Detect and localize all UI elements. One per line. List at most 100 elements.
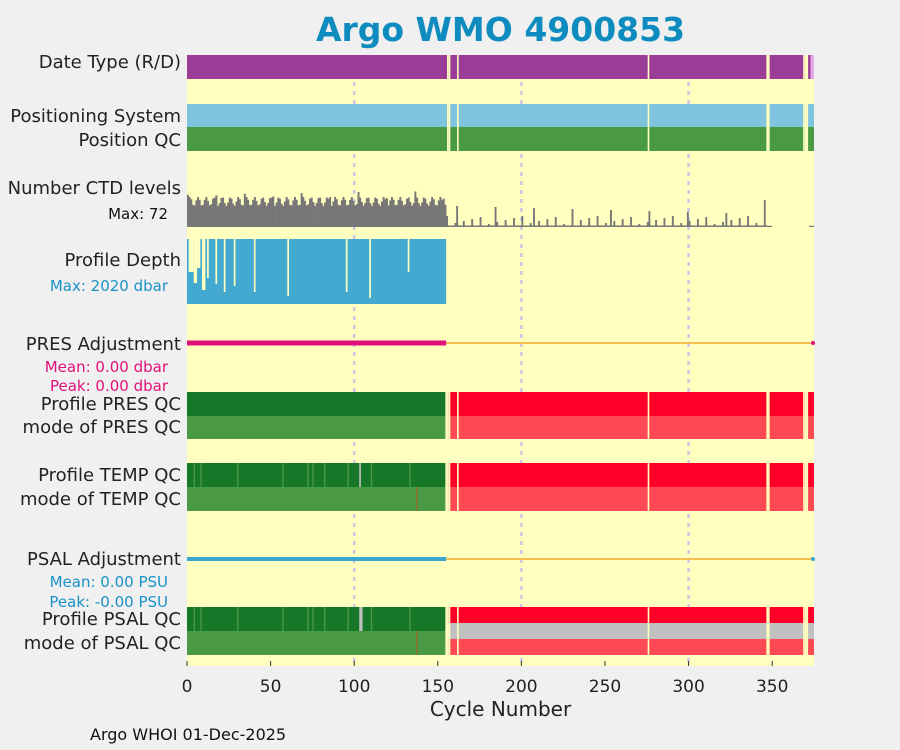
ctd-level-bar	[482, 225, 485, 227]
ctd-level-bar	[462, 221, 465, 227]
ctd-level-bar	[322, 205, 325, 227]
ctd-level-bar	[257, 205, 260, 227]
ctd-level-bar	[569, 225, 572, 227]
temp-qc-flag	[193, 463, 195, 487]
gap-line	[447, 607, 449, 655]
x-tick-label: 350	[756, 677, 788, 697]
ctd-level-bar	[300, 193, 303, 227]
ctd-level-bar	[360, 202, 363, 227]
ctd-level-bar	[760, 225, 763, 227]
profile-pres-qc-bad-band	[446, 392, 814, 416]
ctd-level-bar	[718, 225, 721, 227]
depth-notch	[188, 239, 194, 272]
psal-qc-grey-flag	[359, 607, 363, 631]
ctd-level-bar	[633, 225, 636, 227]
ctd-level-bar	[407, 197, 410, 227]
ctd-level-bar	[601, 225, 604, 227]
ctd-level-bar	[757, 225, 760, 227]
ctd-level-bar	[620, 225, 622, 227]
ctd-level-bar	[596, 216, 599, 227]
ctd-level-bar	[578, 225, 581, 227]
ctd-level-bar	[524, 225, 527, 227]
ctd-level-bar	[387, 205, 390, 227]
ctd-level-bar	[342, 197, 345, 227]
ctd-level-bar	[605, 223, 607, 227]
ctd-level-bar	[452, 225, 455, 227]
ctd-level-bar	[765, 225, 768, 227]
x-tick-label: 300	[672, 677, 704, 697]
ctd-level-bar	[275, 202, 278, 227]
ctd-level-bar	[409, 202, 412, 227]
ctd-level-bar	[290, 205, 293, 227]
ctd-level-bar	[334, 197, 337, 227]
psal-qc-flag	[237, 607, 239, 631]
ctd-level-bar	[399, 197, 402, 227]
ctd-level-bar	[319, 197, 322, 227]
gap-line	[766, 55, 768, 79]
ctd-level-bar	[538, 221, 540, 227]
ctd-level-bar	[559, 225, 562, 227]
ctd-level-bar	[288, 204, 291, 227]
ctd-level-bar	[253, 197, 256, 227]
ctd-level-bar	[426, 203, 429, 227]
temp-qc-flag	[324, 463, 326, 487]
ctd-level-bar	[733, 225, 736, 227]
ctd-level-bar	[449, 225, 452, 227]
label-position-qc: Position QC	[78, 130, 181, 151]
ctd-level-bar	[327, 198, 330, 227]
gap-line	[445, 392, 447, 439]
ctd-level-bar	[618, 225, 621, 227]
ctd-level-bar	[611, 225, 614, 227]
pres-peak: Peak: 0.00 dbar	[49, 377, 168, 395]
positioning-system-band	[187, 104, 814, 127]
gap-line	[448, 392, 451, 439]
ctd-level-bar	[434, 204, 437, 227]
ctd-level-bar	[593, 225, 596, 227]
ctd-level-bar	[390, 197, 393, 227]
ctd-level-bar	[193, 205, 196, 227]
ctd-level-bar	[325, 197, 328, 227]
ctd-level-bar	[625, 225, 627, 227]
ctd-level-bar	[245, 197, 248, 227]
ctd-level-bar	[225, 205, 228, 227]
ctd-level-bar	[457, 225, 460, 227]
temp-qc-flag	[312, 463, 314, 487]
ctd-level-bar	[411, 205, 414, 227]
gap-line	[766, 392, 768, 439]
footer-credit: Argo WHOI 01-Dec-2025	[90, 725, 287, 744]
psal-qc-flag	[312, 607, 314, 631]
ctd-level-bar	[588, 218, 591, 227]
ctd-level-bar	[278, 198, 281, 227]
ctd-level-bar	[273, 205, 276, 227]
ctd-level-bar	[738, 218, 741, 227]
chart-title: Argo WMO 4900853	[315, 10, 686, 49]
ctd-level-bar	[686, 212, 689, 227]
ctd-level-bar	[594, 225, 597, 227]
ctd-level-bar	[708, 225, 711, 227]
psal-qc-flag	[409, 607, 411, 631]
ctd-level-bar	[384, 199, 387, 227]
ctd-level-bar	[192, 204, 194, 227]
temp-qc-grey-flag	[359, 463, 361, 487]
ctd-level-bar	[471, 219, 474, 227]
ctd-level-bar	[696, 219, 699, 227]
ctd-level-bar	[723, 225, 726, 227]
ctd-level-bar	[280, 203, 283, 227]
ctd-level-bar	[205, 197, 208, 227]
ctd-level-bar	[621, 219, 624, 227]
ctd-level-bar	[469, 225, 472, 227]
ctd-level-bar	[758, 225, 761, 227]
gap-line	[647, 392, 650, 439]
ctd-level-bar	[762, 225, 765, 227]
ctd-level-bar	[374, 197, 377, 227]
ctd-level-bar	[248, 205, 251, 227]
ctd-level-bar	[623, 225, 626, 227]
ctd-level-bar	[725, 213, 728, 227]
ctd-level-bar	[337, 204, 340, 227]
ctd-level-bar	[681, 225, 684, 227]
ctd-level-bar	[439, 197, 442, 227]
ctd-level-bar	[608, 225, 611, 227]
gap-line	[806, 392, 809, 439]
psal-peak: Peak: -0.00 PSU	[49, 593, 168, 611]
ctd-level-bar	[422, 197, 425, 227]
